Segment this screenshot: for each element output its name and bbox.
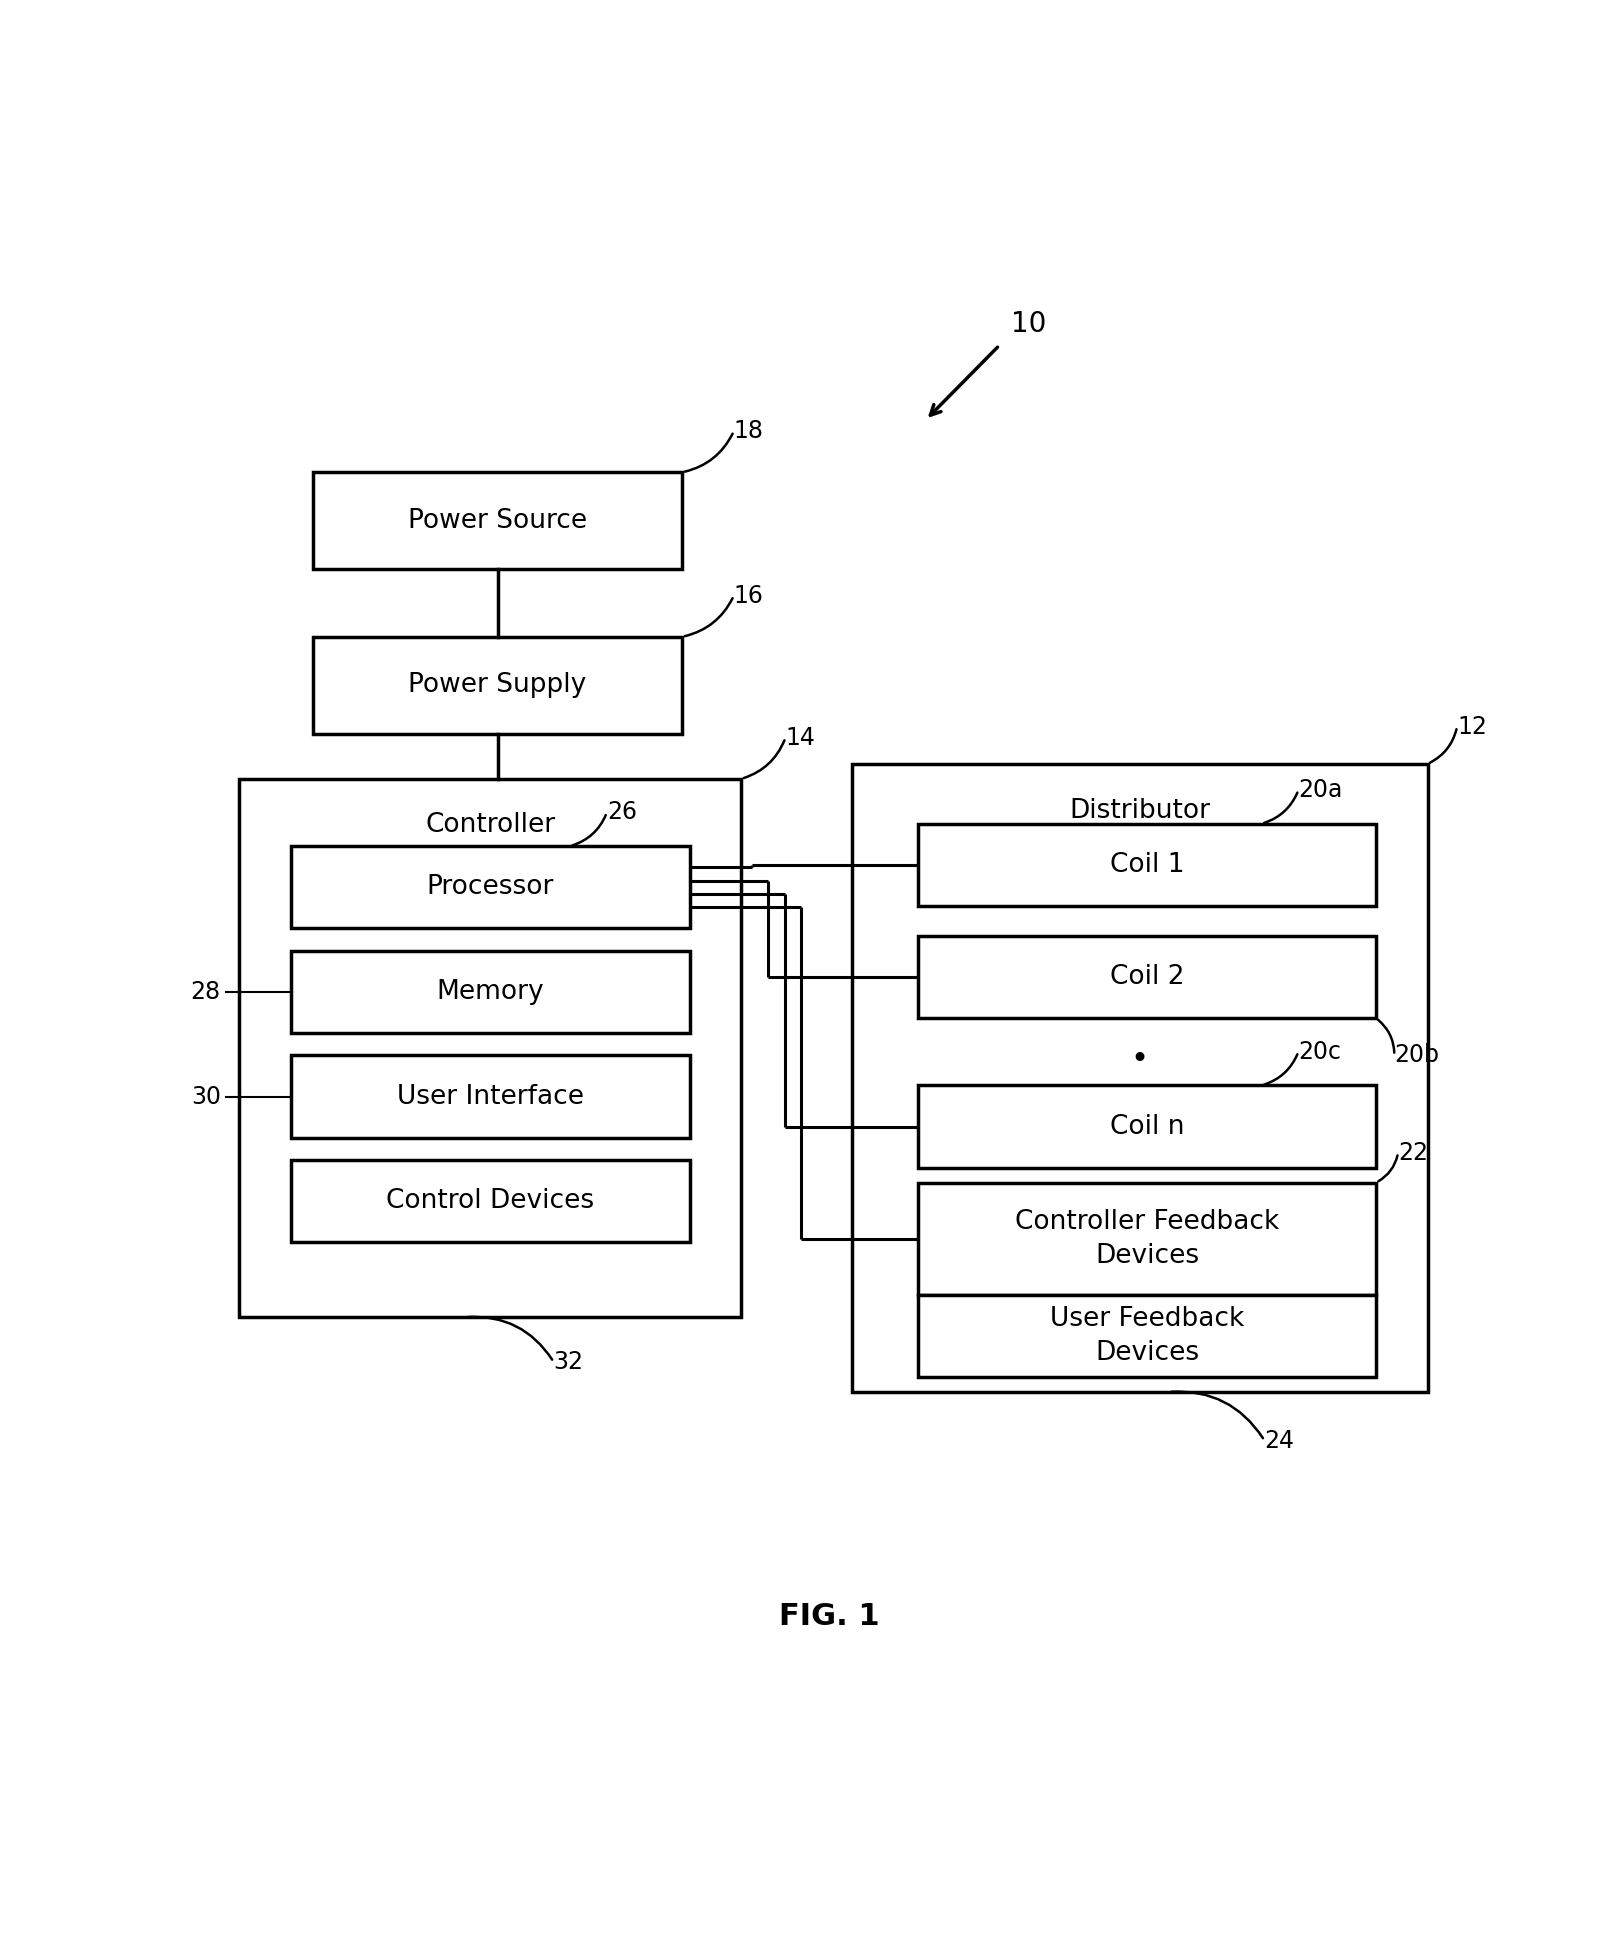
Text: 20a: 20a	[1298, 779, 1342, 802]
Text: Distributor: Distributor	[1069, 798, 1211, 823]
Text: Coil 2: Coil 2	[1111, 963, 1185, 990]
Bar	[240, 779, 742, 1317]
Text: 16: 16	[733, 585, 764, 608]
Text: •: •	[1130, 1045, 1149, 1074]
Text: Memory: Memory	[437, 979, 544, 1004]
Bar	[291, 1159, 690, 1243]
Text: User Interface: User Interface	[397, 1084, 584, 1109]
Text: FIG. 1: FIG. 1	[779, 1602, 881, 1631]
Text: Power Supply: Power Supply	[408, 672, 586, 699]
Text: Control Devices: Control Devices	[387, 1189, 594, 1214]
Text: 10: 10	[1010, 309, 1046, 338]
Text: 26: 26	[607, 800, 636, 825]
Text: 32: 32	[554, 1350, 584, 1375]
Bar	[852, 763, 1428, 1392]
Text: Controller Feedback
Devices: Controller Feedback Devices	[1015, 1208, 1279, 1268]
Text: 22: 22	[1399, 1140, 1428, 1165]
Bar	[291, 847, 690, 928]
Bar	[291, 952, 690, 1033]
Text: 14: 14	[785, 726, 816, 750]
Text: 20c: 20c	[1298, 1039, 1342, 1064]
Text: 30: 30	[191, 1084, 220, 1109]
Text: Controller: Controller	[426, 812, 555, 839]
Bar	[918, 823, 1376, 905]
Text: Power Source: Power Source	[408, 509, 588, 534]
Text: Coil 1: Coil 1	[1111, 853, 1185, 878]
Bar	[291, 1055, 690, 1138]
Text: User Feedback
Devices: User Feedback Devices	[1051, 1305, 1245, 1365]
Bar	[312, 472, 682, 569]
Text: 24: 24	[1264, 1429, 1295, 1453]
Bar	[918, 1183, 1376, 1295]
Text: Processor: Processor	[426, 874, 554, 901]
Bar	[918, 1295, 1376, 1377]
Text: Coil n: Coil n	[1111, 1113, 1185, 1140]
Text: 20b: 20b	[1394, 1043, 1439, 1068]
Text: •: •	[1130, 1082, 1149, 1111]
Text: 18: 18	[733, 419, 764, 443]
Text: 28: 28	[191, 981, 220, 1004]
Bar	[312, 637, 682, 734]
Text: 12: 12	[1457, 715, 1486, 738]
Bar	[918, 1086, 1376, 1167]
Bar	[918, 936, 1376, 1018]
